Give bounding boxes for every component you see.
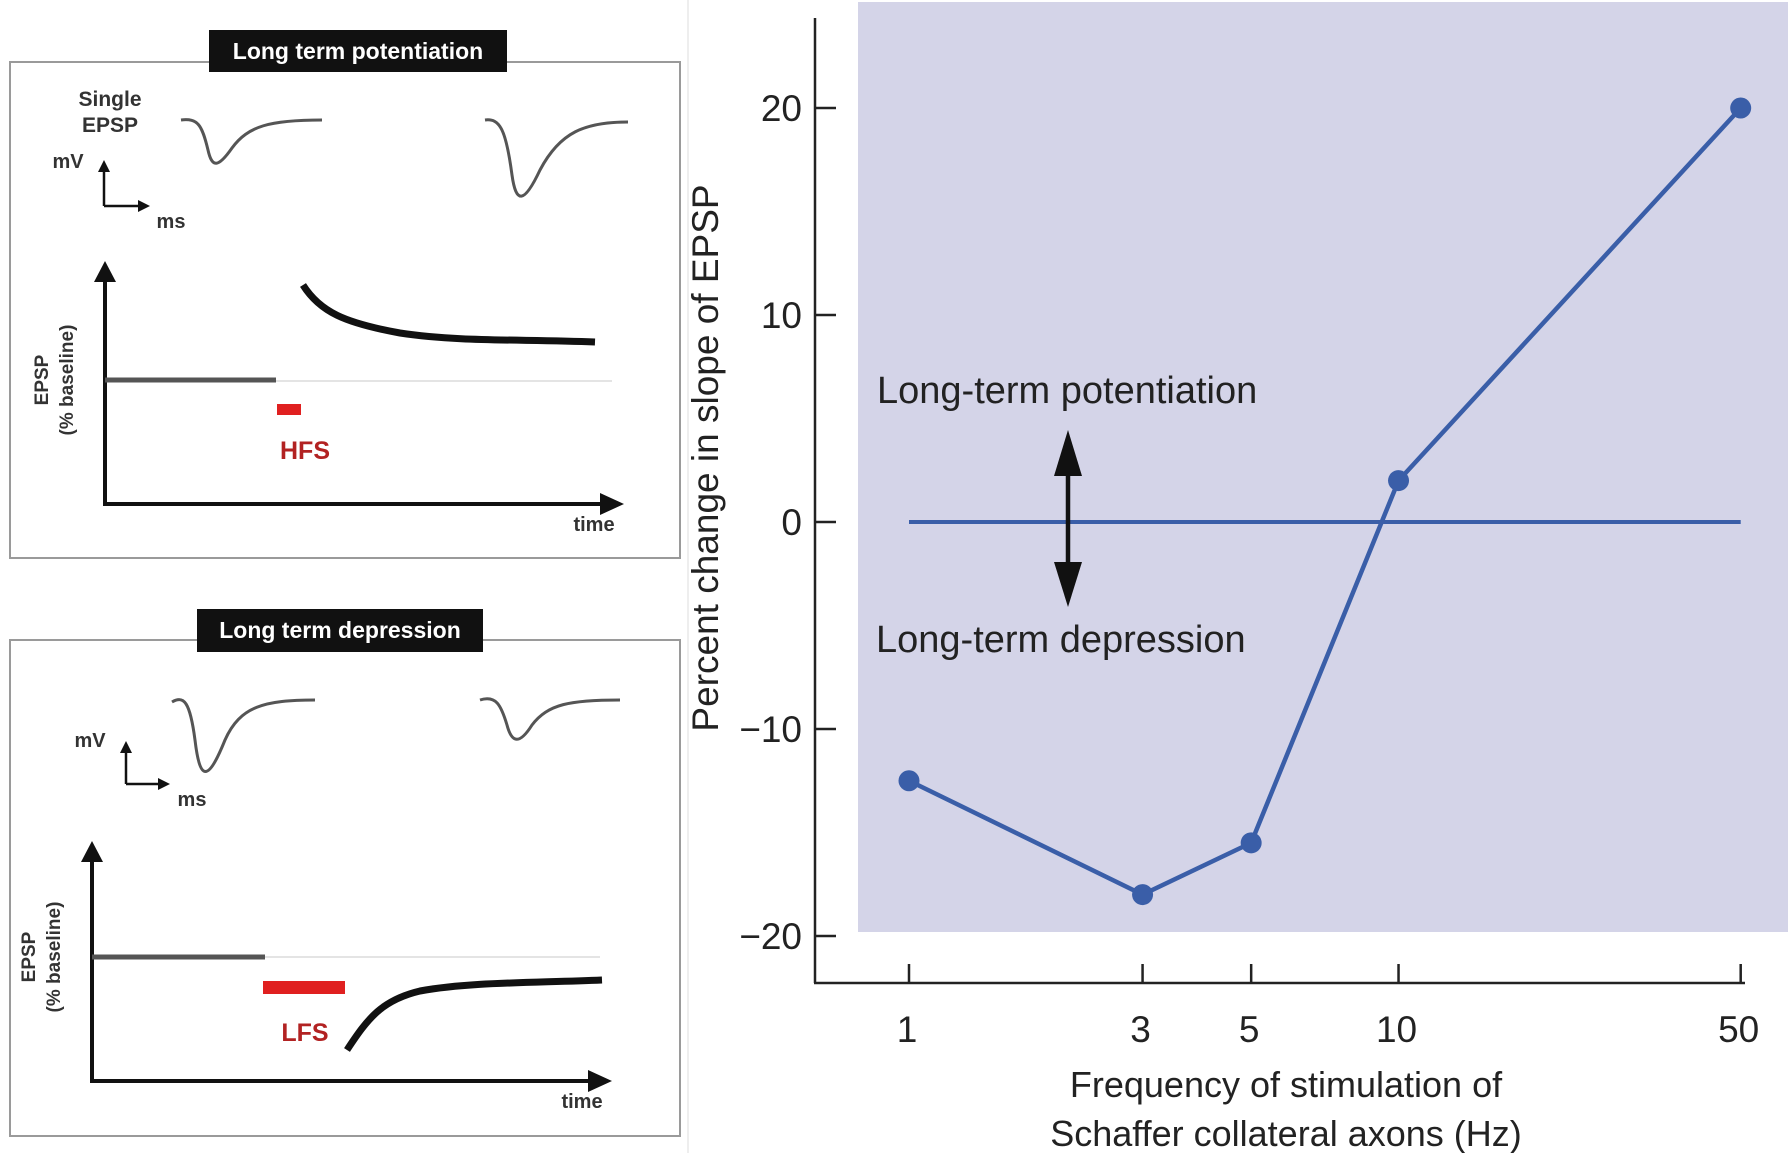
ltd-epsp-trace-after: [479, 697, 621, 741]
ltp-title-box: [209, 30, 507, 72]
ltd-mv-label: mV: [74, 730, 106, 752]
double-arrow-down-head: [1054, 562, 1082, 607]
ltd-scale-right-arrow: [158, 778, 170, 790]
series-points: [898, 97, 1752, 906]
frequency-chart: 20 10 0 −10 −20 1 3 5 10 50 Percent change in sl…: [685, 2, 1788, 1153]
ltd-stim-bar: [263, 981, 345, 994]
ltp-panel: Long term potentiation Single EPSP mV ms…: [9, 30, 681, 559]
x-tick-label: 5: [1239, 1009, 1260, 1050]
ltp-title: Long term potentiation: [233, 38, 483, 64]
data-point: [1240, 832, 1262, 854]
ltp-stim-bar: [277, 404, 301, 415]
ltp-x-label: time: [573, 514, 614, 536]
chart-x-label-line2: Schaffer collateral axons (Hz): [1050, 1113, 1522, 1153]
ltp-x-axis-arrow: [600, 493, 624, 515]
ltd-x-label: time: [561, 1091, 602, 1113]
ltd-ms-label: ms: [178, 789, 207, 811]
ltp-epsp-trace-before: [180, 118, 323, 165]
y-tick-label: 20: [761, 88, 802, 129]
ltd-x-axis-arrow: [588, 1070, 612, 1092]
ltp-single-label-1: Single: [78, 88, 141, 111]
ltd-scale-up-arrow: [120, 741, 132, 753]
ltp-epsp-trace-after: [484, 118, 629, 198]
data-point: [898, 770, 920, 792]
ltp-mv-label: mV: [52, 151, 84, 173]
ltd-y-label-2: (% baseline): [44, 902, 65, 1013]
ltd-y-axis-arrow: [81, 841, 103, 862]
ltp-stim-label: HFS: [280, 437, 330, 465]
ltp-scale-up-arrow: [98, 160, 110, 172]
x-ticks: 1 3 5 10 50: [897, 964, 1759, 1050]
x-tick-label: 50: [1718, 1009, 1759, 1050]
ltp-potentiated-curve: [300, 283, 596, 346]
ltd-depressed-curve: [344, 976, 603, 1052]
ltd-title: Long term depression: [219, 617, 461, 643]
ltd-panel-frame: [9, 639, 681, 1137]
x-tick-label: 3: [1130, 1009, 1151, 1050]
ltd-annotation: Long-term depression: [876, 619, 1246, 661]
ltp-ms-label: ms: [157, 211, 186, 233]
chart-y-label: Percent change in slope of EPSP: [685, 184, 726, 731]
ltd-panel: Long term depression mV ms EPSP (% basel…: [9, 609, 681, 1137]
chart-background: [858, 2, 1788, 932]
y-tick-label: 10: [761, 295, 802, 336]
double-arrow-up-head: [1054, 430, 1082, 476]
y-tick-label: −10: [739, 709, 802, 750]
ltp-y-label-1: EPSP: [32, 354, 53, 405]
data-point: [1388, 470, 1410, 492]
ltd-stim-label: LFS: [281, 1019, 328, 1047]
data-point: [1730, 97, 1752, 119]
ltp-single-label-2: EPSP: [82, 114, 138, 137]
ltd-y-label-1: EPSP: [19, 931, 40, 982]
x-tick-label: 10: [1376, 1009, 1417, 1050]
y-tick-label: −20: [739, 916, 802, 957]
ltp-panel-frame: [9, 61, 681, 559]
ltp-scale-right-arrow: [138, 200, 150, 212]
x-tick-label: 1: [897, 1009, 918, 1050]
ltp-y-label-2: (% baseline): [57, 325, 78, 436]
ltp-y-axis-arrow: [94, 261, 116, 282]
ltd-epsp-trace-before: [171, 698, 316, 773]
chart-x-label-line1: Frequency of stimulation of: [1070, 1064, 1503, 1105]
ltp-annotation: Long-term potentiation: [877, 370, 1257, 412]
ltd-title-box: [197, 609, 483, 652]
y-ticks: 20 10 0 −10 −20: [739, 88, 836, 957]
data-point: [1132, 884, 1154, 906]
y-tick-label: 0: [781, 502, 802, 543]
